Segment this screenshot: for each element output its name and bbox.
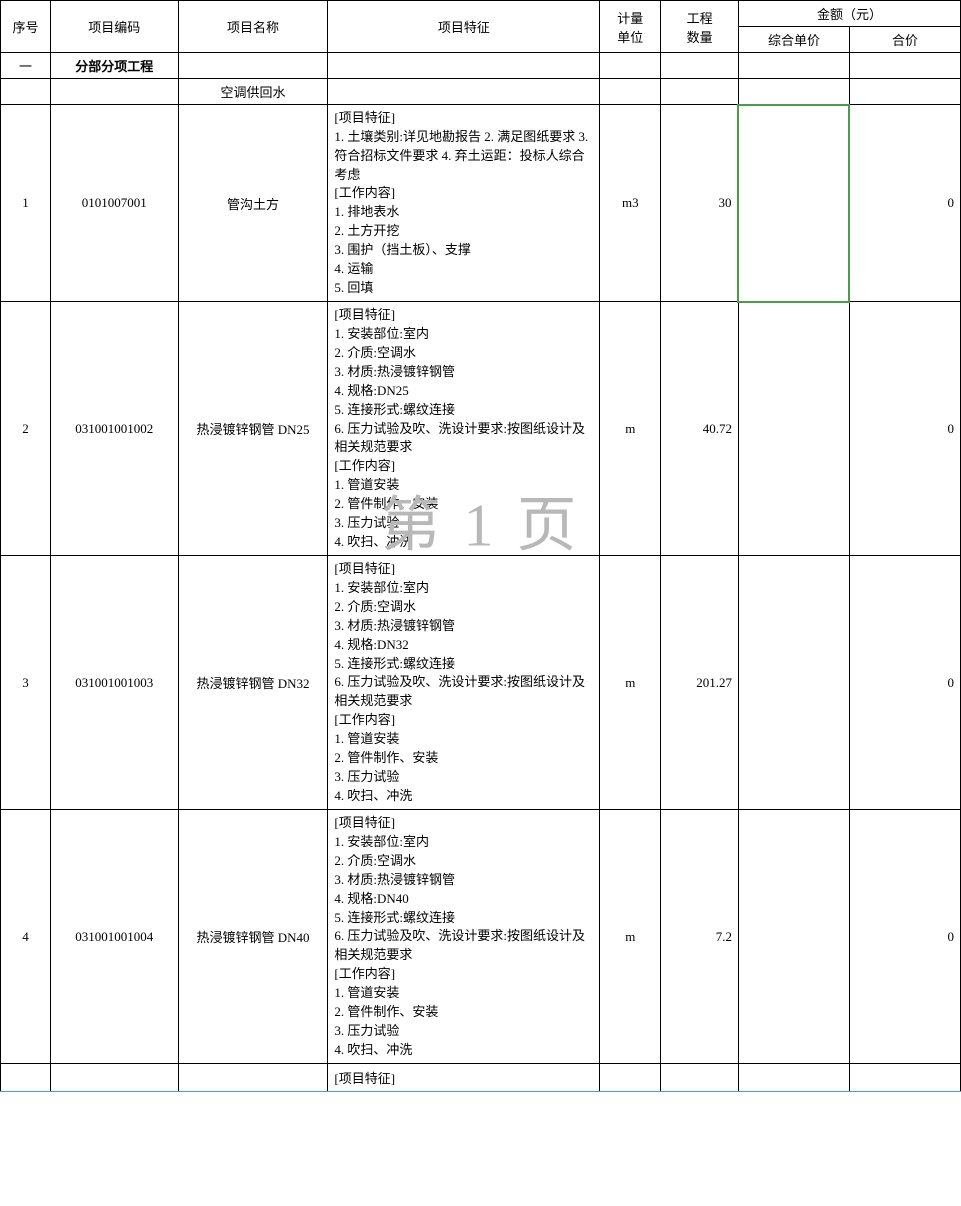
table-row: 4 031001001004 热浸镀锌钢管 DN40 [项目特征] 1. 安装部… [1, 810, 961, 1064]
partial-empty-1 [1, 1064, 51, 1092]
bottom-divider [0, 1091, 961, 1092]
section-empty-4 [661, 53, 739, 79]
cell-total-price: 0 [849, 105, 960, 302]
partial-empty-6 [738, 1064, 849, 1092]
cell-name: 热浸镀锌钢管 DN40 [178, 810, 328, 1064]
cell-feature-text: [项目特征] 1. 安装部位:室内 2. 介质:空调水 3. 材质:热浸镀锌钢管… [334, 561, 585, 802]
cell-seq: 1 [1, 105, 51, 302]
header-total-price: 合价 [849, 27, 960, 53]
table-row: 2 031001001002 热浸镀锌钢管 DN25 [项目特征] 1. 安装部… [1, 302, 961, 556]
partial-empty-2 [50, 1064, 178, 1092]
cell-unit: m3 [600, 105, 661, 302]
section-empty-3 [600, 53, 661, 79]
header-qty-text: 工程 数量 [687, 11, 713, 45]
section-empty-1 [178, 53, 328, 79]
cell-feature-text: [项目特征] 1. 安装部位:室内 2. 介质:空调水 3. 材质:热浸镀锌钢管… [334, 815, 585, 1056]
header-unit-price: 综合单价 [738, 27, 849, 53]
cell-qty: 201.27 [661, 556, 739, 810]
cell-code: 031001001002 [50, 302, 178, 556]
subsection-empty-code [50, 79, 178, 105]
partial-empty-3 [178, 1064, 328, 1092]
table-body: 一 分部分项工程 空调供回水 1 [1, 53, 961, 1092]
cell-unit-price[interactable] [738, 810, 849, 1064]
header-seq: 序号 [1, 1, 51, 53]
section-empty-5 [738, 53, 849, 79]
cell-total-price: 0 [849, 556, 960, 810]
cell-feature-text: [项目特征] 1. 安装部位:室内 2. 介质:空调水 3. 材质:热浸镀锌钢管… [334, 307, 585, 548]
cell-unit-price[interactable] [738, 302, 849, 556]
table-row: 1 0101007001 管沟土方 [项目特征] 1. 土壤类别:详见地勘报告 … [1, 105, 961, 302]
table-row: 3 031001001003 热浸镀锌钢管 DN32 [项目特征] 1. 安装部… [1, 556, 961, 810]
cell-unit-price[interactable] [738, 556, 849, 810]
cell-name: 热浸镀锌钢管 DN32 [178, 556, 328, 810]
header-amount: 金额（元） [738, 1, 960, 27]
cell-qty: 7.2 [661, 810, 739, 1064]
cell-unit: m [600, 810, 661, 1064]
subsection-empty-1 [328, 79, 600, 105]
partial-empty-5 [661, 1064, 739, 1092]
page-container: 第 1 页 序号 项目编码 项目名称 项目特征 计量 单位 工程 数量 金额（元… [0, 0, 961, 1092]
section-seq: 一 [1, 53, 51, 79]
section-empty-2 [328, 53, 600, 79]
header-unit-text: 计量 单位 [617, 11, 643, 45]
cell-total-price: 0 [849, 302, 960, 556]
header-unit: 计量 单位 [600, 1, 661, 53]
section-name: 分部分项工程 [50, 53, 178, 79]
table-header: 序号 项目编码 项目名称 项目特征 计量 单位 工程 数量 金额（元） 综合单价… [1, 1, 961, 53]
cell-code: 031001001004 [50, 810, 178, 1064]
cell-seq: 2 [1, 302, 51, 556]
cell-unit: m [600, 556, 661, 810]
subsection-empty-seq [1, 79, 51, 105]
cell-feature: [项目特征] 1. 安装部位:室内 2. 介质:空调水 3. 材质:热浸镀锌钢管… [328, 810, 600, 1064]
cell-code: 031001001003 [50, 556, 178, 810]
section-empty-6 [849, 53, 960, 79]
cell-unit-price[interactable] [738, 105, 849, 302]
cell-feature: [项目特征] 1. 土壤类别:详见地勘报告 2. 满足图纸要求 3. 符合招标文… [328, 105, 600, 302]
cell-total-price: 0 [849, 810, 960, 1064]
cell-feature-text: [项目特征] 1. 土壤类别:详见地勘报告 2. 满足图纸要求 3. 符合招标文… [334, 110, 588, 295]
partial-empty-7 [849, 1064, 960, 1092]
section-row: 一 分部分项工程 [1, 53, 961, 79]
boq-table: 序号 项目编码 项目名称 项目特征 计量 单位 工程 数量 金额（元） 综合单价… [0, 0, 961, 1091]
header-feature: 项目特征 [328, 1, 600, 53]
cell-name: 热浸镀锌钢管 DN25 [178, 302, 328, 556]
cell-name: 管沟土方 [178, 105, 328, 302]
cell-seq: 3 [1, 556, 51, 810]
cell-code: 0101007001 [50, 105, 178, 302]
subsection-empty-4 [738, 79, 849, 105]
header-name: 项目名称 [178, 1, 328, 53]
cell-feature: [项目特征] 1. 安装部位:室内 2. 介质:空调水 3. 材质:热浸镀锌钢管… [328, 302, 600, 556]
cell-qty: 30 [661, 105, 739, 302]
partial-empty-4 [600, 1064, 661, 1092]
partial-row: [项目特征] [1, 1064, 961, 1092]
subsection-row: 空调供回水 [1, 79, 961, 105]
cell-feature: [项目特征] 1. 安装部位:室内 2. 介质:空调水 3. 材质:热浸镀锌钢管… [328, 556, 600, 810]
subsection-empty-5 [849, 79, 960, 105]
header-code: 项目编码 [50, 1, 178, 53]
subsection-empty-3 [661, 79, 739, 105]
cell-qty: 40.72 [661, 302, 739, 556]
header-qty: 工程 数量 [661, 1, 739, 53]
cell-seq: 4 [1, 810, 51, 1064]
partial-feature: [项目特征] [328, 1064, 600, 1092]
subsection-empty-2 [600, 79, 661, 105]
subsection-name: 空调供回水 [178, 79, 328, 105]
cell-unit: m [600, 302, 661, 556]
